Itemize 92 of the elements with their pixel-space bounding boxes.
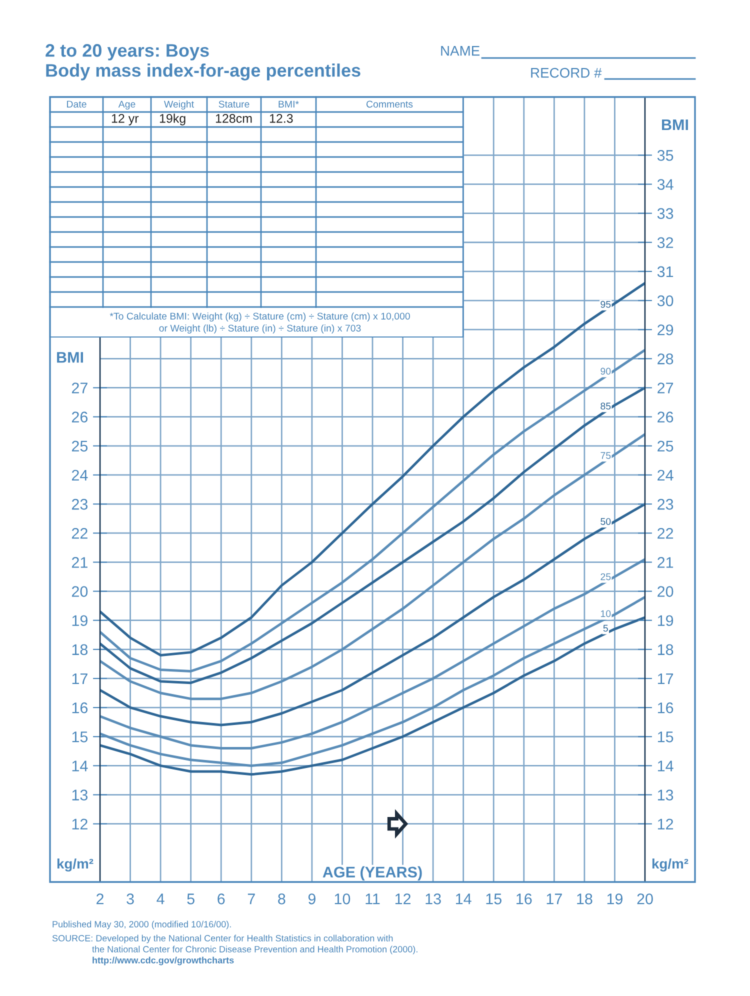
y2-tick-label: 28 [658,354,674,364]
text: kg/m² [57,858,94,872]
series-label: 10 [600,610,611,618]
y2-tick-label: 30 [657,295,674,306]
text: Published May 30, 2000 (modified 10/16/00). [52,920,231,930]
y2-tick-label: 29 [658,324,674,336]
y-tick-label: 23 [72,498,88,510]
x-tick-label: 18 [577,894,592,904]
x-tick-label: 6 [218,894,225,904]
y2-axis-title: BMI [662,120,688,130]
annotation: Stature [218,100,250,108]
x-tick-label: 7 [248,894,255,904]
y-tick-label: 27 [72,382,88,394]
y-tick-label: 25 [72,440,88,452]
y-tick-label: 12 [72,818,88,830]
series-label: 25 [600,573,611,580]
x-tick-label: 20 [637,894,653,904]
text: RECORD # [531,68,602,78]
y-tick-label: 19 [72,615,88,626]
x-tick-label: 17 [546,894,562,904]
text: NAME [441,46,480,56]
x-axis-title: AGE (YEARS) [322,866,422,881]
annotation: 19kg [160,114,186,126]
y-tick-label: 18 [72,644,88,656]
y-tick-label: 15 [72,732,88,742]
y2-tick-label: 32 [657,237,674,248]
y2-tick-label: 34 [657,179,674,190]
text: kg/m² [652,858,688,872]
x-tick-label: 13 [426,894,441,904]
y2-tick-label: 19 [658,615,674,626]
series-label: 50 [600,518,611,525]
y2-tick-label: 27 [658,382,674,394]
series-label: 5 [603,624,608,632]
annotation: 12 yr [112,114,139,126]
y2-tick-label: 22 [658,528,674,539]
text: Date [67,100,86,108]
y2-tick-label: 20 [658,586,674,597]
y2-tick-label: 13 [658,790,674,800]
x-tick-label: 2 [96,894,104,904]
y2-tick-label: 24 [658,470,674,480]
annotation: BMI* [278,100,299,108]
x-tick-label: 11 [366,894,380,904]
y-tick-label: 26 [72,412,88,422]
x-tick-label: 10 [334,894,350,904]
x-tick-label: 3 [126,894,134,904]
series-label: 90 [600,368,611,375]
x-tick-label: 5 [187,894,194,904]
y-tick-label: 22 [72,528,88,539]
source-note: SOURCE: Developed by the National Center for Health Statistics in collaboration with [52,934,393,944]
y2-tick-label: 16 [658,702,674,714]
y-tick-label: 13 [72,790,88,800]
annotation: 128cm [216,114,252,123]
y-tick-label: 21 [72,557,88,568]
series-label: 95 [600,300,611,308]
y2-tick-label: 31 [657,266,674,278]
y-tick-label: 16 [72,702,88,714]
y2-tick-label: 18 [658,644,674,656]
series-label: 75 [600,452,611,459]
series-label: 85 [600,402,611,410]
x-tick-label: 4 [156,894,164,904]
x-tick-label: 8 [278,894,286,904]
y2-tick-label: 21 [658,557,674,568]
y2-tick-label: 35 [657,150,674,161]
x-tick-label: 19 [607,894,622,904]
y-tick-label: 20 [72,586,88,597]
chart-title: 2 to 20 years: Boys [46,44,209,60]
y2-tick-label: 25 [658,440,674,452]
x-tick-label: 15 [486,894,502,904]
y2-tick-label: 17 [658,674,674,684]
y2-tick-label: 14 [658,760,674,772]
annotation: *To Calculate BMI: Weight (kg) ÷ Stature (cm) ÷ Stature (cm) x 10,000 [110,312,410,322]
y2-tick-label: 26 [658,412,674,422]
annotation: Comments [366,100,413,108]
y2-tick-label: 33 [657,208,674,219]
y2-tick-label: 23 [658,498,674,510]
annotation: or Weight (lb) ÷ Stature (in) ÷ Stature (in) x 703 [159,324,361,334]
y2-tick-label: 12 [658,818,674,830]
x-tick-label: 16 [516,894,532,904]
y2-tick-label: 15 [658,732,674,742]
annotation: Weight [164,100,194,110]
annotation: Age [118,100,136,110]
y-tick-label: 14 [72,760,88,772]
chart-subtitle: Body mass index-for-age percentiles [46,64,360,80]
x-tick-label: 14 [456,894,472,904]
text: the National Center for Chronic Disease Prevention and Health Promotion (2000). [92,946,418,954]
annotation: 12.3 [270,114,293,123]
y-axis-title: BMI [57,352,84,363]
y-tick-label: 17 [72,674,88,684]
text: http://www.cdc.gov/growthcharts [92,956,234,966]
x-tick-label: 9 [308,894,316,904]
x-tick-label: 12 [395,894,411,904]
y-tick-label: 24 [72,470,88,480]
